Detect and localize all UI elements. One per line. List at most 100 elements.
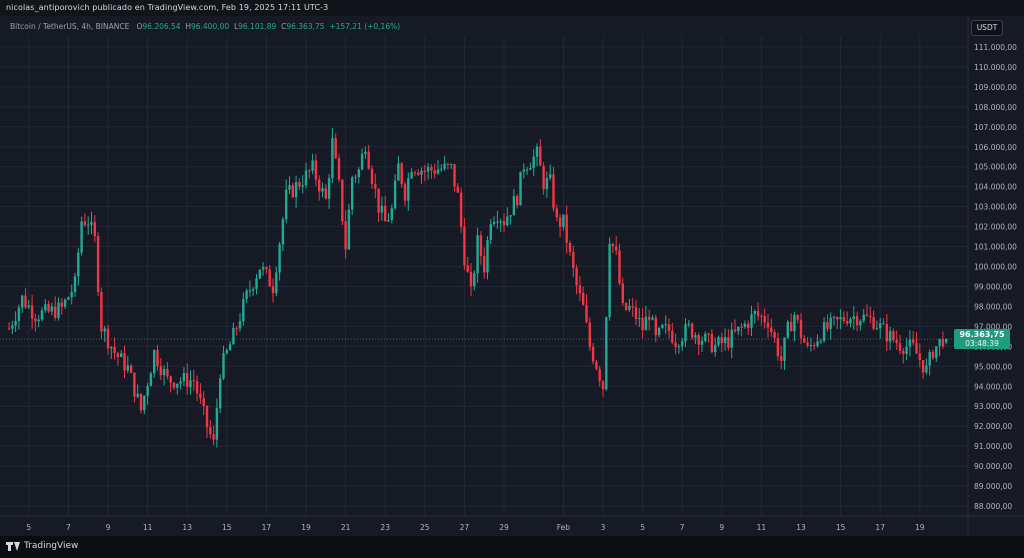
candle-body bbox=[763, 316, 766, 323]
candle-body bbox=[558, 217, 562, 228]
currency-button[interactable]: USDT bbox=[971, 20, 1003, 36]
candle-body bbox=[40, 310, 44, 320]
candle-body bbox=[902, 350, 905, 355]
candle-body bbox=[436, 169, 440, 174]
candle-body bbox=[172, 382, 176, 388]
candle-body bbox=[496, 221, 499, 223]
legend-open-value: 96.206,54 bbox=[142, 22, 181, 31]
candle-body bbox=[459, 192, 463, 227]
candle-body bbox=[615, 246, 618, 251]
legend-open-label: O bbox=[136, 22, 143, 31]
candle-body bbox=[11, 325, 14, 329]
candle-body bbox=[162, 369, 166, 376]
candle-body bbox=[875, 328, 879, 330]
candle-body bbox=[390, 208, 393, 221]
candle-body bbox=[578, 285, 582, 293]
candle-body bbox=[690, 323, 694, 338]
candle-body bbox=[796, 314, 799, 320]
candle-body bbox=[209, 427, 212, 435]
x-tick-label: 13 bbox=[182, 523, 192, 532]
candle-body bbox=[360, 153, 364, 170]
candle-body bbox=[766, 322, 770, 328]
candle-body bbox=[7, 328, 11, 330]
candle-body bbox=[219, 378, 222, 409]
candle-body bbox=[667, 324, 671, 331]
legend-close-label: C bbox=[281, 22, 287, 31]
candle-body bbox=[63, 299, 67, 307]
candle-body bbox=[512, 196, 516, 216]
candle-body bbox=[301, 185, 304, 187]
candle-body bbox=[344, 221, 347, 250]
tradingview-logo[interactable]: TradingView bbox=[6, 541, 78, 551]
candle-body bbox=[859, 320, 862, 326]
candle-body bbox=[357, 169, 360, 178]
candle-body bbox=[248, 290, 252, 292]
legend-change: +157,21 (+0,16%) bbox=[329, 22, 401, 31]
x-tick-label: 11 bbox=[143, 523, 153, 532]
y-tick-label: 97.000,00 bbox=[974, 322, 1012, 331]
candle-body bbox=[242, 299, 245, 322]
candle-body bbox=[189, 380, 192, 388]
candle-body bbox=[539, 146, 542, 166]
candle-body bbox=[710, 333, 714, 353]
candle-body bbox=[516, 196, 519, 206]
y-tick-label: 89.000,00 bbox=[974, 482, 1012, 491]
candle-body bbox=[545, 178, 549, 190]
candle-body bbox=[839, 317, 842, 320]
candle-body bbox=[83, 221, 87, 226]
publisher-bar: nicolas_antiporovich publicado en Tradin… bbox=[0, 0, 1024, 16]
candle-body bbox=[393, 180, 397, 209]
candle-body bbox=[466, 265, 469, 272]
candle-body bbox=[245, 290, 248, 300]
y-tick-label: 99.000,00 bbox=[974, 282, 1012, 291]
candle-body bbox=[113, 346, 116, 354]
y-tick-label: 88.000,00 bbox=[974, 502, 1012, 511]
x-tick-label: 11 bbox=[757, 523, 767, 532]
candle-body bbox=[492, 221, 496, 224]
candle-body bbox=[96, 236, 100, 293]
candle-body bbox=[44, 304, 47, 311]
candle-body bbox=[885, 324, 888, 342]
candle-body bbox=[535, 146, 539, 157]
candle-body bbox=[776, 338, 780, 357]
candle-body bbox=[499, 221, 502, 223]
candle-body bbox=[354, 177, 357, 179]
candle-body bbox=[638, 317, 641, 320]
y-tick-label: 104.000,00 bbox=[974, 183, 1017, 192]
legend-symbol[interactable]: Bitcoin / TetherUS, 4h, BINANCE bbox=[10, 22, 130, 31]
candle-body bbox=[730, 329, 733, 348]
candle-body bbox=[846, 321, 849, 324]
candle-body bbox=[737, 326, 740, 332]
candle-body bbox=[252, 288, 255, 291]
candle-body bbox=[433, 170, 436, 174]
candle-body bbox=[199, 393, 202, 399]
chart-pane[interactable] bbox=[0, 16, 1024, 536]
x-tick-label: 9 bbox=[106, 523, 111, 532]
y-tick-label: 92.000,00 bbox=[974, 422, 1012, 431]
x-tick-label: 25 bbox=[420, 523, 430, 532]
candle-body bbox=[255, 278, 258, 289]
candle-body bbox=[605, 317, 608, 390]
candle-body bbox=[195, 381, 199, 394]
x-tick-label: 27 bbox=[460, 523, 470, 532]
candle-body bbox=[232, 328, 235, 345]
candle-body bbox=[426, 167, 430, 172]
candle-body bbox=[915, 342, 918, 354]
candle-body bbox=[417, 172, 420, 175]
x-tick-label: 23 bbox=[380, 523, 390, 532]
candle-body bbox=[661, 324, 664, 328]
candle-body bbox=[258, 269, 261, 279]
candle-body bbox=[502, 221, 506, 226]
candle-body bbox=[750, 314, 753, 328]
candle-body bbox=[912, 339, 915, 343]
candle-body bbox=[509, 215, 512, 217]
candle-body bbox=[67, 297, 70, 300]
candle-body bbox=[202, 398, 205, 406]
x-tick-label: 29 bbox=[499, 523, 509, 532]
y-tick-label: 108.000,00 bbox=[974, 103, 1017, 112]
last-price-tag: 96.363,75 03:48:39 bbox=[954, 329, 1010, 349]
legend-high-label: H bbox=[185, 22, 191, 31]
candle-body bbox=[275, 272, 278, 294]
candle-body bbox=[106, 328, 110, 349]
